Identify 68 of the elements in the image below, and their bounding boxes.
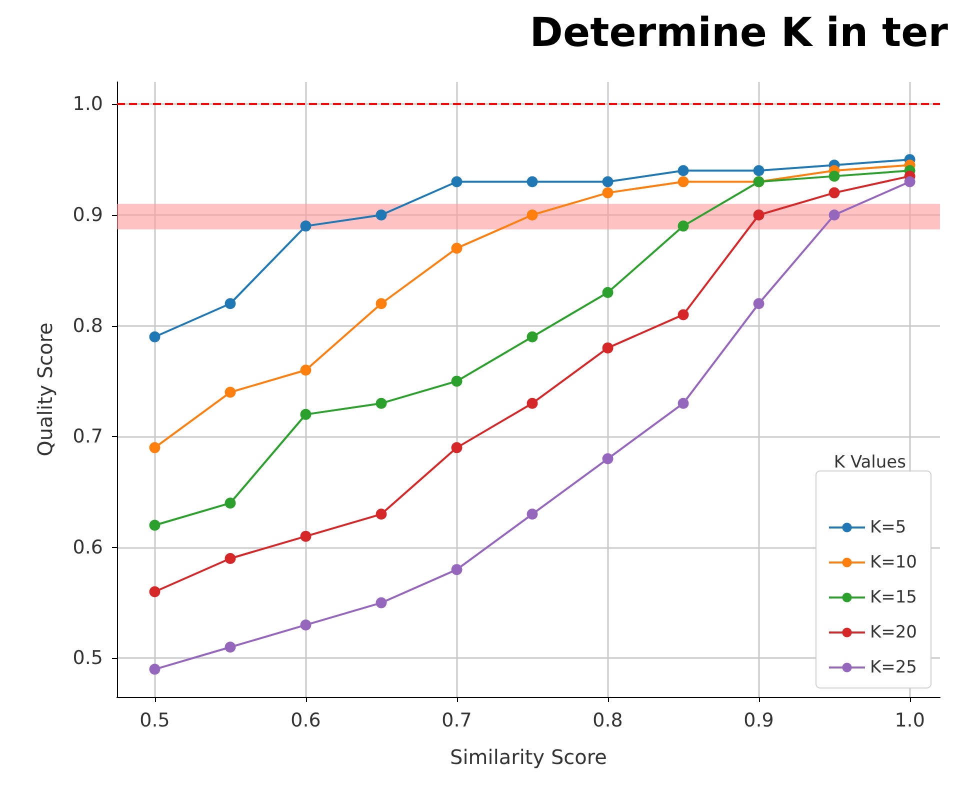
point	[602, 453, 614, 464]
point	[828, 209, 840, 220]
legend-label: K=15	[870, 588, 918, 608]
y-tick-label: 0.5	[72, 647, 103, 670]
point	[300, 220, 312, 232]
point	[300, 619, 312, 630]
x-tick-label: 0.5	[140, 710, 170, 732]
point	[300, 364, 312, 376]
point	[376, 597, 387, 608]
point	[376, 298, 387, 310]
point	[753, 165, 764, 176]
legend-label: K=10	[870, 552, 918, 572]
point	[149, 664, 160, 675]
point	[451, 376, 462, 387]
point	[224, 298, 236, 310]
y-tick-label: 1.0	[72, 93, 103, 116]
x-tick-label: 1.0	[894, 710, 925, 732]
point	[526, 209, 538, 220]
point	[149, 586, 160, 598]
y-tick-label: 0.7	[72, 426, 103, 448]
y-tick-label: 0.9	[72, 204, 103, 226]
x-tick-label: 0.6	[290, 710, 321, 732]
point	[678, 398, 689, 409]
point	[300, 530, 312, 542]
x-tick-label: 0.8	[592, 710, 623, 732]
point	[224, 498, 236, 509]
point	[678, 165, 689, 176]
point	[149, 442, 160, 454]
legend-label: K=25	[870, 658, 918, 678]
point	[753, 298, 764, 310]
point	[451, 564, 462, 576]
point	[753, 209, 764, 220]
chart-title: Determine K in ter	[530, 10, 948, 56]
legend-title: K Values	[834, 452, 906, 472]
point	[678, 309, 689, 320]
point	[376, 508, 387, 520]
point	[300, 408, 312, 420]
point	[526, 331, 538, 342]
point	[376, 209, 387, 220]
point	[376, 398, 387, 409]
point	[678, 220, 689, 232]
y-tick-label: 0.6	[72, 536, 103, 558]
point	[526, 176, 538, 188]
point	[602, 176, 614, 188]
point	[678, 176, 689, 188]
point	[451, 176, 462, 188]
x-axis-title: Similarity Score	[450, 745, 607, 769]
point	[224, 552, 236, 564]
point	[602, 287, 614, 298]
x-tick-label: 0.7	[442, 710, 472, 732]
point	[828, 187, 840, 198]
point	[526, 398, 538, 409]
y-axis-title: Quality Score	[33, 322, 57, 456]
point	[149, 520, 160, 531]
point	[149, 331, 160, 342]
point	[602, 187, 614, 198]
point	[451, 442, 462, 454]
point	[451, 242, 462, 254]
point	[224, 386, 236, 398]
point	[602, 342, 614, 354]
point	[828, 170, 840, 182]
x-tick-label: 0.9	[744, 710, 774, 732]
point	[224, 642, 236, 653]
legend-label: K=20	[870, 622, 918, 642]
legend-label: K=5	[870, 518, 906, 538]
point	[904, 176, 916, 188]
point	[526, 508, 538, 520]
y-tick-label: 0.8	[72, 314, 103, 337]
